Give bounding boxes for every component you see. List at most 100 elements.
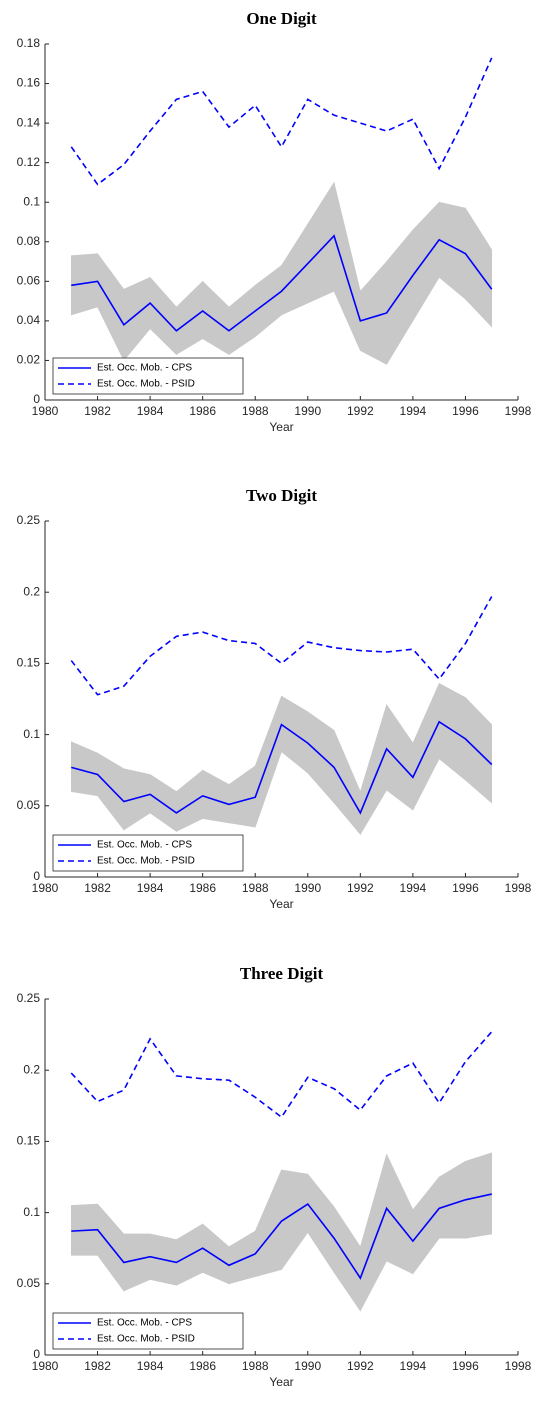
- confidence-band: [360, 260, 387, 365]
- y-tick-label: 0.05: [17, 798, 41, 812]
- y-tick-label: 0: [33, 869, 40, 883]
- y-tick-label: 0.12: [17, 155, 41, 169]
- x-axis-label: Year: [269, 420, 293, 434]
- x-tick-label: 1984: [137, 881, 164, 895]
- legend-box: [52, 834, 244, 872]
- confidence-band: [123, 276, 151, 362]
- legend-box: [52, 1312, 244, 1350]
- confidence-band: [228, 1230, 256, 1285]
- chart-title: Three Digit: [240, 964, 324, 983]
- confidence-band: [465, 1152, 493, 1239]
- legend-box: [52, 357, 244, 395]
- x-tick-label: 1988: [242, 404, 269, 418]
- legend-label: Est. Occ. Mob. - CPS: [97, 363, 192, 374]
- y-tick-label: 0.08: [17, 234, 41, 248]
- x-tick-label: 1994: [400, 881, 427, 895]
- legend-label: Est. Occ. Mob. - CPS: [97, 1318, 192, 1329]
- x-tick-label: 1998: [505, 1359, 532, 1373]
- confidence-band: [360, 1154, 387, 1311]
- series-line: [71, 234, 493, 332]
- x-axis-label: Year: [269, 1375, 293, 1389]
- x-tick-label: 1992: [347, 881, 374, 895]
- series-line: [70, 596, 493, 696]
- confidence-band: [228, 765, 256, 828]
- confidence-band: [97, 1203, 125, 1292]
- x-tick-label: 1982: [84, 1359, 111, 1373]
- confidence-band: [176, 280, 203, 356]
- confidence-band: [202, 280, 230, 356]
- confidence-band: [386, 703, 414, 811]
- x-tick-label: 1990: [294, 1359, 321, 1373]
- y-tick-label: 0.1: [23, 727, 40, 741]
- x-tick-label: 1986: [189, 404, 216, 418]
- series-line: [70, 57, 493, 186]
- chart-title: One Digit: [246, 9, 317, 28]
- y-tick-label: 0.15: [17, 656, 41, 670]
- series-line: [71, 1193, 492, 1280]
- x-tick-label: 1982: [84, 404, 111, 418]
- x-tick-label: 1980: [32, 881, 59, 895]
- x-tick-label: 1992: [347, 1359, 374, 1373]
- y-tick-label: 0.18: [17, 36, 41, 50]
- x-tick-label: 1988: [242, 881, 269, 895]
- confidence-band: [123, 1233, 151, 1292]
- confidence-band: [123, 768, 151, 831]
- confidence-band: [386, 229, 414, 366]
- x-tick-label: 1990: [294, 404, 321, 418]
- series-line: [71, 720, 493, 815]
- confidence-band: [202, 1223, 230, 1285]
- y-tick-label: 0.1: [23, 1205, 40, 1219]
- y-tick-label: 0.1: [23, 194, 40, 208]
- confidence-band: [438, 1160, 466, 1239]
- confidence-band: [333, 730, 361, 836]
- x-tick-label: 1994: [400, 404, 427, 418]
- x-tick-label: 1984: [137, 1359, 164, 1373]
- y-tick-label: 0.2: [23, 1062, 40, 1076]
- confidence-band: [360, 704, 387, 836]
- y-tick-label: 0: [33, 392, 40, 406]
- x-axis-label: Year: [269, 897, 293, 911]
- confidence-band: [176, 769, 203, 832]
- y-tick-label: 0.15: [17, 1134, 41, 1148]
- x-tick-label: 1988: [242, 1359, 269, 1373]
- x-tick-label: 1996: [452, 404, 479, 418]
- confidence-band: [97, 252, 125, 361]
- y-tick-label: 0.04: [17, 313, 41, 327]
- legend-label: Est. Occ. Mob. - PSID: [97, 856, 195, 867]
- confidence-band: [465, 207, 493, 328]
- x-tick-label: 1998: [505, 404, 532, 418]
- x-tick-label: 1990: [294, 881, 321, 895]
- x-tick-label: 1996: [452, 1359, 479, 1373]
- x-tick-label: 1986: [189, 1359, 216, 1373]
- x-tick-label: 1982: [84, 881, 111, 895]
- x-tick-label: 1980: [32, 404, 59, 418]
- confidence-band: [438, 682, 466, 781]
- y-tick-label: 0.2: [23, 584, 40, 598]
- x-tick-label: 1996: [452, 881, 479, 895]
- legend-label: Est. Occ. Mob. - PSID: [97, 1334, 195, 1345]
- confidence-band: [465, 696, 493, 804]
- x-tick-label: 1998: [505, 881, 532, 895]
- confidence-band: [281, 222, 309, 316]
- y-tick-label: 0.14: [17, 115, 41, 129]
- confidence-band: [281, 1169, 309, 1271]
- y-tick-label: 0.02: [17, 353, 41, 367]
- confidence-band: [333, 182, 361, 351]
- y-tick-label: 0.05: [17, 1276, 41, 1290]
- confidence-band: [307, 181, 335, 304]
- x-tick-label: 1980: [32, 1359, 59, 1373]
- x-tick-label: 1994: [400, 1359, 427, 1373]
- confidence-band: [412, 683, 440, 811]
- y-tick-label: 0: [33, 1347, 40, 1361]
- x-tick-label: 1984: [137, 404, 164, 418]
- series-line: [70, 1031, 493, 1119]
- y-tick-label: 0.25: [17, 991, 41, 1005]
- y-tick-label: 0.25: [17, 513, 41, 527]
- confidence-band: [97, 752, 125, 831]
- x-tick-label: 1992: [347, 404, 374, 418]
- confidence-band: [254, 1169, 282, 1278]
- legend-label: Est. Occ. Mob. - CPS: [97, 840, 192, 851]
- chart-title: Two Digit: [246, 486, 317, 505]
